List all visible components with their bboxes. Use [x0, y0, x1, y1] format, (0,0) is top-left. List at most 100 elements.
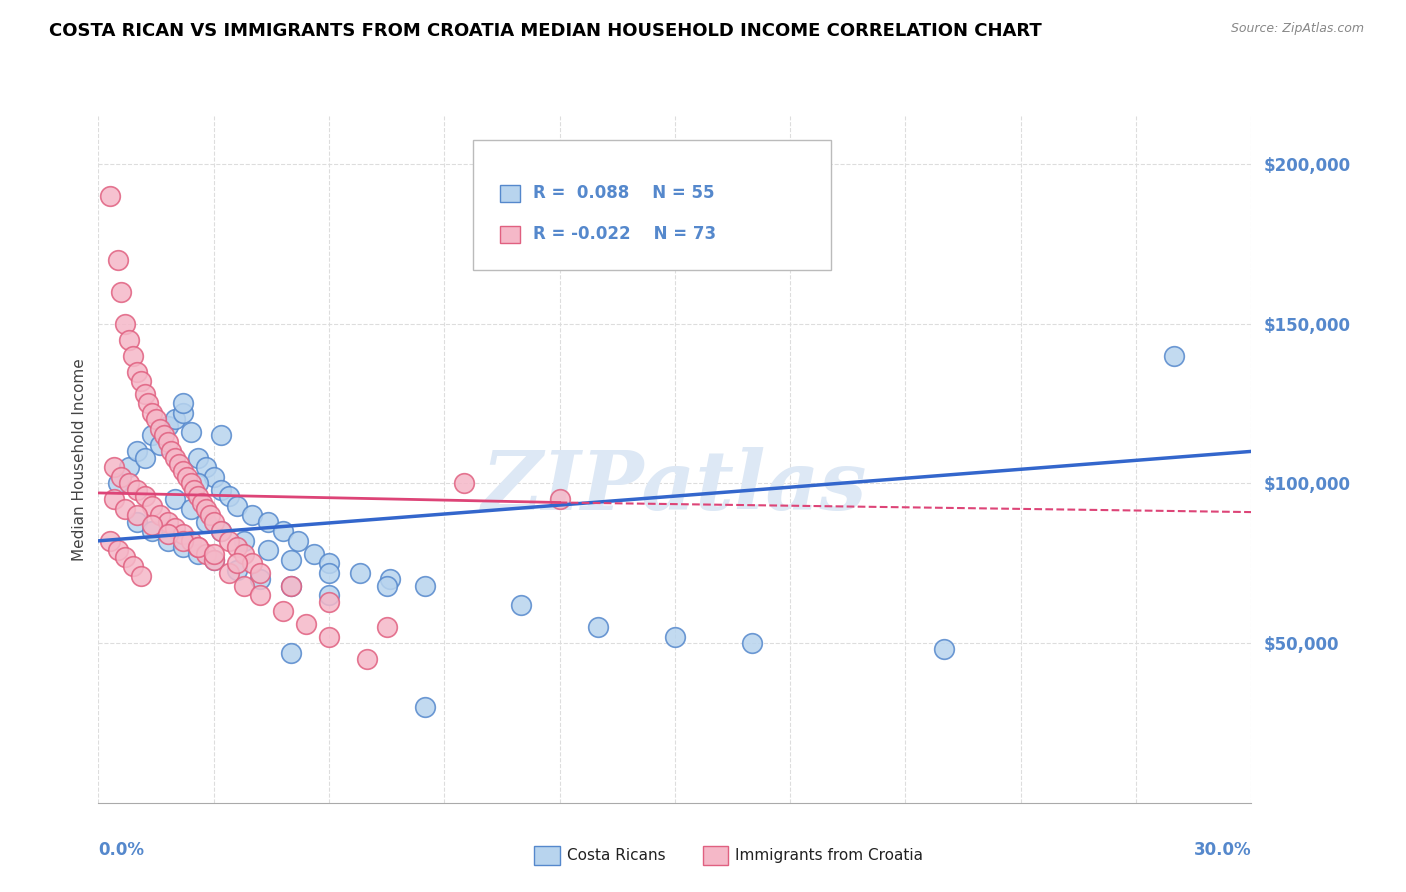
Y-axis label: Median Household Income: Median Household Income	[72, 358, 87, 561]
Point	[187, 540, 209, 554]
Point	[375, 578, 398, 592]
Point	[172, 396, 194, 410]
Point	[118, 460, 141, 475]
FancyBboxPatch shape	[499, 185, 520, 202]
Point	[129, 374, 152, 388]
Point	[156, 434, 179, 449]
Point	[183, 483, 205, 497]
Point	[125, 508, 148, 523]
Point	[318, 588, 340, 602]
Point	[180, 476, 202, 491]
Point	[165, 450, 187, 465]
Point	[180, 425, 202, 440]
Point	[172, 540, 194, 554]
Point	[932, 642, 955, 657]
Point	[741, 636, 763, 650]
Point	[318, 566, 340, 580]
Point	[187, 547, 209, 561]
Point	[152, 428, 174, 442]
Point	[107, 252, 129, 267]
Point	[202, 553, 225, 567]
Text: ZIPatlas: ZIPatlas	[482, 447, 868, 527]
Point	[280, 578, 302, 592]
Point	[356, 652, 378, 666]
Point	[209, 483, 232, 497]
Point	[172, 533, 194, 548]
Point	[172, 464, 194, 478]
Point	[110, 470, 132, 484]
Point	[318, 630, 340, 644]
Point	[107, 543, 129, 558]
Point	[198, 508, 221, 523]
Point	[149, 438, 172, 452]
Point	[103, 492, 125, 507]
Point	[98, 533, 121, 548]
Point	[103, 460, 125, 475]
Point	[280, 646, 302, 660]
Text: Immigrants from Croatia: Immigrants from Croatia	[735, 848, 924, 863]
Point	[256, 515, 278, 529]
Point	[195, 515, 218, 529]
Point	[138, 396, 160, 410]
Point	[209, 524, 232, 539]
Point	[165, 492, 187, 507]
Point	[218, 489, 240, 503]
Point	[218, 533, 240, 548]
Point	[180, 533, 202, 548]
Point	[510, 598, 533, 612]
Point	[110, 285, 132, 299]
Point	[1163, 349, 1185, 363]
Point	[280, 553, 302, 567]
Point	[202, 470, 225, 484]
Point	[195, 460, 218, 475]
Point	[149, 508, 172, 523]
Point	[98, 189, 121, 203]
Point	[172, 527, 194, 541]
Point	[187, 450, 209, 465]
Point	[118, 333, 141, 347]
Point	[209, 524, 232, 539]
Point	[218, 566, 240, 580]
Point	[249, 566, 271, 580]
Text: Costa Ricans: Costa Ricans	[567, 848, 665, 863]
Point	[125, 365, 148, 379]
Point	[271, 604, 294, 618]
Point	[125, 444, 148, 458]
Text: Source: ZipAtlas.com: Source: ZipAtlas.com	[1230, 22, 1364, 36]
Text: COSTA RICAN VS IMMIGRANTS FROM CROATIA MEDIAN HOUSEHOLD INCOME CORRELATION CHART: COSTA RICAN VS IMMIGRANTS FROM CROATIA M…	[49, 22, 1042, 40]
Point	[141, 517, 163, 532]
Point	[240, 508, 263, 523]
Point	[249, 572, 271, 586]
Text: R = -0.022    N = 73: R = -0.022 N = 73	[533, 226, 716, 244]
Point	[271, 524, 294, 539]
Point	[453, 476, 475, 491]
Point	[225, 499, 247, 513]
Point	[165, 521, 187, 535]
Point	[195, 547, 218, 561]
Point	[156, 515, 179, 529]
FancyBboxPatch shape	[472, 140, 831, 270]
Point	[156, 527, 179, 541]
Point	[280, 578, 302, 592]
Point	[202, 547, 225, 561]
Point	[122, 559, 145, 574]
Text: 30.0%: 30.0%	[1194, 840, 1251, 859]
Point	[187, 489, 209, 503]
Point	[125, 483, 148, 497]
FancyBboxPatch shape	[499, 226, 520, 243]
Point	[375, 620, 398, 634]
Point	[349, 566, 371, 580]
Point	[664, 630, 686, 644]
Point	[114, 317, 136, 331]
Point	[165, 412, 187, 426]
Point	[114, 549, 136, 564]
Point	[180, 502, 202, 516]
Point	[134, 489, 156, 503]
Point	[586, 620, 609, 634]
Point	[187, 476, 209, 491]
Point	[141, 499, 163, 513]
Point	[233, 578, 256, 592]
Point	[256, 543, 278, 558]
Point	[172, 406, 194, 420]
Point	[134, 450, 156, 465]
